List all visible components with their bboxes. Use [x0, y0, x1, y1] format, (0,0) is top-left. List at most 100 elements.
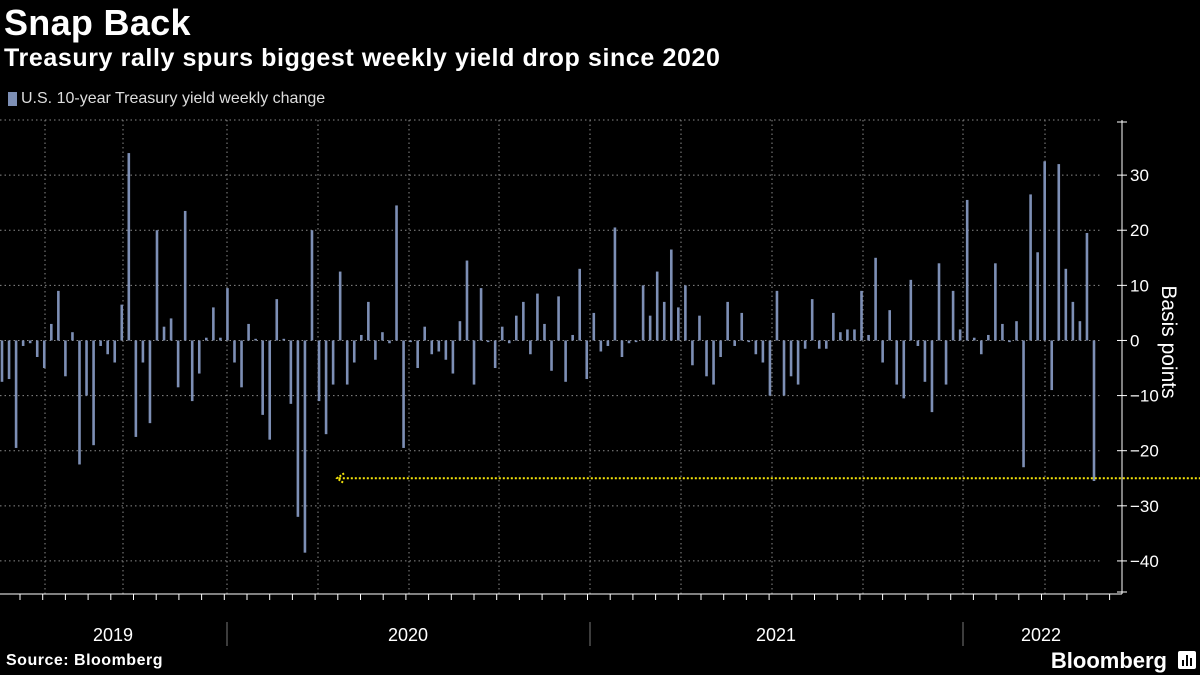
bar — [839, 332, 842, 341]
bar — [529, 340, 532, 355]
bar — [99, 340, 102, 346]
bar — [987, 334, 990, 341]
bar — [1022, 340, 1025, 468]
bar — [888, 310, 891, 341]
bar — [352, 340, 356, 363]
bar — [895, 340, 899, 385]
annotation-arrow-head — [335, 472, 345, 485]
bar — [1001, 323, 1004, 341]
bar — [620, 340, 624, 357]
bar — [296, 340, 300, 517]
bar — [923, 340, 927, 382]
bar — [162, 326, 166, 341]
bar — [240, 340, 243, 388]
x-year-label: 2020 — [388, 625, 428, 645]
bar — [817, 340, 821, 349]
bar — [958, 329, 962, 341]
bar — [479, 288, 483, 341]
bar — [599, 340, 603, 352]
brand-name: Bloomberg — [1050, 648, 1167, 673]
bar — [606, 340, 610, 346]
source-note: Source: Bloomberg — [6, 652, 163, 669]
bar — [183, 210, 187, 341]
x-year-label: 2019 — [93, 625, 133, 645]
bar — [662, 301, 666, 341]
bar — [395, 205, 398, 341]
bar — [712, 340, 715, 385]
bar — [1092, 340, 1096, 482]
bar — [472, 340, 476, 385]
bar — [212, 307, 215, 341]
bar — [219, 337, 222, 341]
bar — [641, 285, 645, 341]
bar — [14, 340, 18, 448]
bar — [247, 323, 250, 341]
bar — [768, 340, 772, 396]
bar — [916, 340, 920, 346]
bar — [430, 340, 434, 355]
legend: U.S. 10-year Treasury yield weekly chang… — [8, 90, 325, 108]
bar — [578, 268, 582, 341]
bar — [951, 290, 955, 341]
bar — [148, 340, 152, 424]
legend-swatch — [8, 92, 17, 106]
bar — [317, 340, 321, 402]
bar — [268, 340, 272, 440]
bar — [796, 340, 800, 385]
bar — [627, 340, 631, 344]
bar — [303, 340, 307, 553]
bar — [71, 332, 74, 341]
bar — [684, 285, 687, 341]
bar — [691, 340, 694, 366]
bar — [345, 340, 349, 385]
bar — [514, 315, 518, 341]
bar — [564, 340, 567, 382]
bar — [1029, 194, 1032, 341]
bar — [846, 329, 849, 341]
bar — [35, 340, 39, 357]
bar — [233, 340, 236, 363]
bar — [613, 227, 617, 341]
bar — [176, 340, 180, 388]
bar — [310, 230, 314, 341]
bar — [360, 334, 363, 341]
bar — [698, 315, 701, 341]
bar — [92, 340, 95, 446]
bar — [902, 340, 906, 399]
bar — [338, 271, 342, 341]
bar — [21, 340, 25, 346]
bar — [155, 230, 159, 341]
bar — [381, 332, 384, 341]
bar — [1043, 161, 1046, 341]
y-tick-label: −10 — [1130, 387, 1159, 406]
bar — [740, 312, 744, 341]
bar — [972, 337, 976, 341]
bar — [141, 340, 145, 363]
bar — [824, 340, 828, 349]
bar — [803, 340, 807, 349]
bar — [860, 290, 863, 341]
bar — [557, 296, 560, 341]
bar — [1015, 321, 1018, 341]
bar — [550, 340, 553, 371]
bar — [324, 340, 328, 435]
bar — [874, 257, 877, 341]
bar — [64, 340, 67, 377]
bar — [388, 340, 391, 344]
bar — [50, 323, 53, 341]
bar — [458, 321, 462, 341]
bar — [409, 340, 412, 343]
bar — [677, 307, 680, 341]
bar — [655, 271, 659, 341]
x-year-label: 2021 — [756, 625, 796, 645]
bar — [522, 301, 525, 341]
bar — [733, 340, 736, 346]
bar — [592, 312, 596, 341]
y-tick-label: 10 — [1130, 276, 1149, 295]
bar — [634, 340, 638, 343]
bar — [507, 340, 511, 344]
bar — [367, 301, 370, 341]
bar — [726, 301, 729, 341]
bar — [486, 340, 490, 343]
bar — [1050, 340, 1054, 391]
